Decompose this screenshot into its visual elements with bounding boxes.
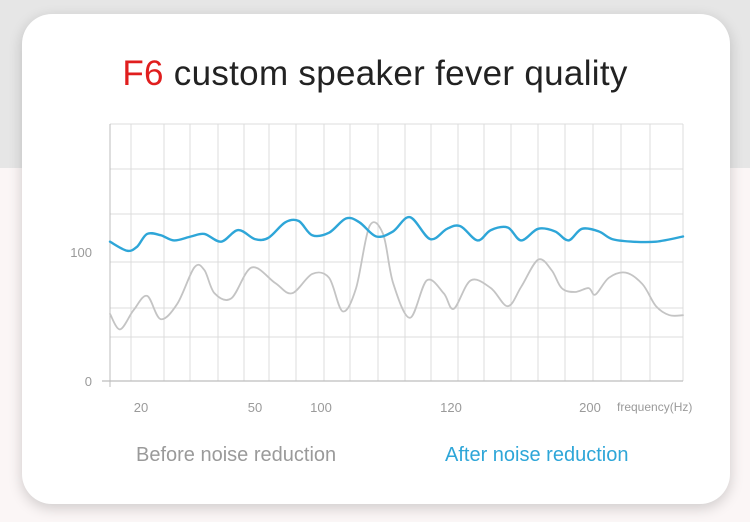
chart-axes [102,124,683,387]
chart-grid [109,123,684,381]
x-tick-label-20: 20 [134,400,148,415]
chart-series [108,215,685,331]
y-tick-labels: 100 0 [70,245,92,389]
legend-before: Before noise reduction [136,444,337,466]
after-series-line [108,215,685,253]
x-tick-label-100: 100 [310,400,332,415]
page-title: F6 custom speaker fever quality [0,54,750,94]
before-series-line [109,221,684,331]
x-tick-label-50: 50 [248,400,262,415]
y-tick-label-100: 100 [70,245,92,260]
chart-card [22,14,730,504]
legend-after: After noise reduction [445,444,629,466]
title-text: custom speaker fever quality [163,54,628,93]
y-tick-label-0: 0 [85,374,92,389]
x-tick-label-200: 200 [579,400,601,415]
x-tick-labels: 20 50 100 120 200 [134,400,601,415]
x-axis-label: frequency(Hz) [617,400,692,414]
x-tick-label-120: 120 [440,400,462,415]
brand-label: F6 [122,54,164,93]
